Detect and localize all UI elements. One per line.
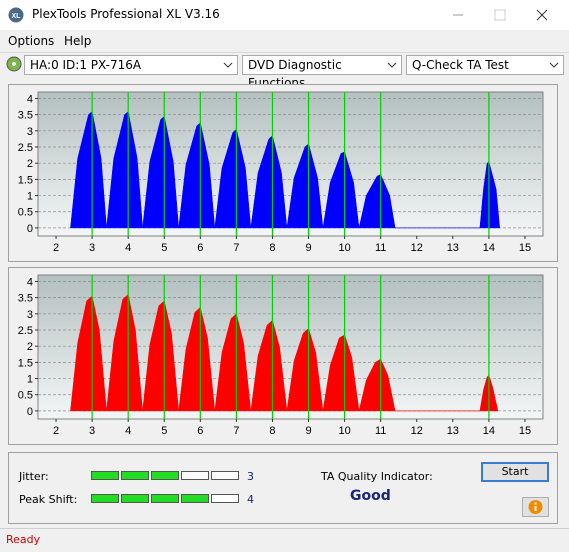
y-tick-label: 3 <box>27 309 33 321</box>
results-panel: Jitter: Peak Shift: 3 4 TA Quality Indic… <box>8 452 558 524</box>
y-tick-label: 2.5 <box>18 325 33 337</box>
jitter-value: 3 <box>247 470 254 483</box>
menu-separator <box>0 52 569 53</box>
x-tick-label: 7 <box>233 425 239 437</box>
dropdown-arrow <box>549 62 559 68</box>
meter-cell <box>151 494 179 503</box>
jitter-label: Jitter: <box>19 470 49 483</box>
x-tick-label: 13 <box>447 425 459 437</box>
x-tick-label: 7 <box>233 242 239 254</box>
x-tick-label: 15 <box>519 242 531 254</box>
x-tick-label: 15 <box>519 425 531 437</box>
meter-cell <box>211 494 239 503</box>
charts: 00.511.522.533.542 3 4 5 6 7 8 9 10 11 12 13 14 1500.… <box>18 91 544 437</box>
window-controls[interactable] <box>440 0 569 30</box>
function-select[interactable]: DVD Diagnostic Functions <box>242 55 402 90</box>
meter-cell <box>121 471 149 480</box>
menu-help[interactable]: Help <box>64 34 92 48</box>
x-tick-label: 11 <box>375 425 386 437</box>
quality-value: Good <box>350 488 391 504</box>
start-button[interactable]: Start <box>481 462 549 482</box>
x-tick-label: 12 <box>411 242 423 254</box>
menu-options[interactable]: Options <box>8 34 55 48</box>
x-tick-label: 3 <box>89 425 95 437</box>
area <box>70 293 499 412</box>
window-title: PlexTools Professional XL V3.16 <box>32 7 220 21</box>
y-tick-label: 4 <box>27 276 33 288</box>
x-tick-label: 11 <box>375 242 386 254</box>
meter-cell <box>91 494 119 503</box>
status-text: Ready <box>6 533 41 546</box>
x-tick-label: 4 <box>125 425 131 437</box>
x-tick-label: 13 <box>447 242 459 254</box>
drive-text: HA:0 ID:1 PX-716A <box>30 58 142 72</box>
x-tick-label: 5 <box>161 425 167 437</box>
y-tick-label: 0 <box>27 223 33 235</box>
y-tick-label: 3 <box>27 126 33 138</box>
dropdown-arrow <box>387 62 397 68</box>
y-tick-label: 2.5 <box>18 142 33 154</box>
drive-select[interactable]: HA:0 ID:1 PX-716A <box>24 55 238 75</box>
x-tick-label: 3 <box>89 242 95 254</box>
x-tick-label: 6 <box>197 425 203 437</box>
info-icon <box>528 500 543 514</box>
app-icon: XL <box>8 7 24 23</box>
x-tick-label: 8 <box>269 242 275 254</box>
y-tick-label: 1.5 <box>18 174 33 186</box>
meter-cell <box>121 494 149 503</box>
x-tick-label: 6 <box>197 242 203 254</box>
x-tick-label: 10 <box>338 425 350 437</box>
x-tick-label: 4 <box>125 242 131 254</box>
status-bar: Ready <box>0 528 569 552</box>
x-tick-label: 14 <box>483 425 495 437</box>
x-tick-label: 2 <box>53 425 59 437</box>
peak-shift-label: Peak Shift: <box>19 493 78 506</box>
x-tick-label: 10 <box>338 242 350 254</box>
area <box>70 110 500 229</box>
svg-text:XL: XL <box>12 13 22 20</box>
y-tick-label: 0.5 <box>18 207 33 219</box>
info-button[interactable] <box>522 497 549 517</box>
meter-cell <box>151 471 179 480</box>
test-text: Q-Check TA Test <box>412 58 509 72</box>
test-select[interactable]: Q-Check TA Test <box>406 55 564 75</box>
title-bar: XL PlexTools Professional XL V3.16 <box>0 0 569 30</box>
peak-shift-value: 4 <box>247 493 254 506</box>
meter-cell <box>211 471 239 480</box>
y-tick-label: 4 <box>27 93 33 105</box>
meter-cell <box>181 494 209 503</box>
x-tick-label: 9 <box>305 242 311 254</box>
x-tick-label: 12 <box>411 425 423 437</box>
y-tick-label: 2 <box>27 158 33 170</box>
y-tick-label: 1 <box>27 191 33 203</box>
x-tick-label: 9 <box>305 425 311 437</box>
x-tick-label: 8 <box>269 425 275 437</box>
y-tick-label: 0 <box>27 406 33 418</box>
y-tick-label: 3.5 <box>18 293 33 305</box>
dropdown-arrow <box>223 62 233 68</box>
y-tick-label: 0.5 <box>18 390 33 402</box>
meter-cell <box>181 471 209 480</box>
meter-cell <box>91 471 119 480</box>
x-tick-label: 14 <box>483 242 495 254</box>
quality-label: TA Quality Indicator: <box>321 470 433 483</box>
x-tick-label: 2 <box>53 242 59 254</box>
y-tick-label: 1 <box>27 374 33 386</box>
y-tick-label: 2 <box>27 341 33 353</box>
x-tick-label: 5 <box>161 242 167 254</box>
y-tick-label: 3.5 <box>18 110 33 122</box>
drive-icon <box>6 56 22 72</box>
y-tick-label: 1.5 <box>18 357 33 369</box>
